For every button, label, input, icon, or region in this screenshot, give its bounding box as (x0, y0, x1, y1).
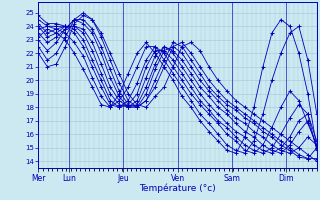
X-axis label: Température (°c): Température (°c) (139, 184, 216, 193)
